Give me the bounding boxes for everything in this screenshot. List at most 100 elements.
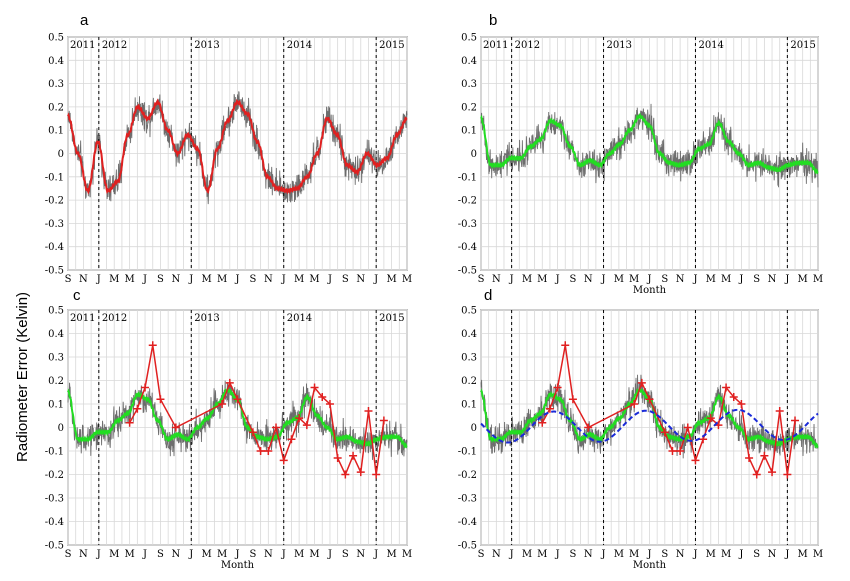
y-tick-label: -0.5 xyxy=(458,266,477,277)
x-month-label: S xyxy=(569,274,576,285)
data-point-marker xyxy=(752,470,761,479)
x-month-label: S xyxy=(249,549,256,560)
data-point-marker xyxy=(349,451,358,460)
x-month-label: M xyxy=(706,549,716,560)
x-month-label: S xyxy=(65,549,72,560)
data-point-marker xyxy=(279,456,288,465)
x-month-label: M xyxy=(706,274,716,285)
y-tick-label: -0.2 xyxy=(458,196,477,207)
x-month-label: M xyxy=(537,274,547,285)
data-point-marker xyxy=(372,470,381,479)
y-tick-label: 0.5 xyxy=(461,306,477,317)
data-point-marker xyxy=(775,407,784,416)
x-month-label: M xyxy=(109,274,119,285)
x-month-label: S xyxy=(661,549,668,560)
year-label: 2014 xyxy=(698,40,723,51)
year-label: 2013 xyxy=(194,40,219,51)
x-month-label: S xyxy=(342,274,349,285)
year-label: 2015 xyxy=(379,40,404,51)
x-month-label: M xyxy=(386,274,396,285)
year-label: 2015 xyxy=(790,40,815,51)
x-month-label: S xyxy=(249,274,256,285)
x-month-label: N xyxy=(264,274,273,285)
y-tick-label: -0.3 xyxy=(45,494,64,505)
x-month-label: M xyxy=(402,549,412,560)
y-tick-label: 0 xyxy=(471,149,477,160)
y-tick-label: 0.1 xyxy=(461,126,477,137)
x-month-label: M xyxy=(294,549,304,560)
data-point-marker xyxy=(791,416,800,425)
y-tick-label: -0.1 xyxy=(45,447,64,458)
y-tick-label: -0.3 xyxy=(458,219,477,230)
x-month-label: M xyxy=(402,274,412,285)
data-point-marker xyxy=(233,395,242,404)
year-label: 2011 xyxy=(483,40,508,51)
x-month-label: M xyxy=(614,274,624,285)
x-month-label: J xyxy=(96,274,101,285)
figure-ylabel: Radiometer Error (Kelvin) xyxy=(14,292,31,462)
x-month-label: J xyxy=(784,274,789,285)
data-point-marker xyxy=(156,395,165,404)
data-point-marker xyxy=(630,400,639,408)
y-tick-label: 0.5 xyxy=(48,306,64,317)
panel-letter: b xyxy=(489,12,497,29)
y-tick-label: 0.2 xyxy=(48,376,64,387)
x-month-label: S xyxy=(157,549,164,560)
x-month-label: N xyxy=(768,274,777,285)
x-month-label: N xyxy=(492,274,501,285)
data-point-marker xyxy=(310,383,319,392)
y-tick-label: -0.3 xyxy=(458,494,477,505)
y-tick-label: 0.4 xyxy=(48,56,64,67)
x-month-label: S xyxy=(65,274,72,285)
x-month-label: M xyxy=(309,549,319,560)
y-tick-label: -0.5 xyxy=(45,541,64,552)
x-month-label: S xyxy=(342,549,349,560)
x-month-label: J xyxy=(646,274,651,285)
y-tick-label: 0.2 xyxy=(461,102,477,113)
raw-data-band xyxy=(67,380,408,460)
x-month-label: M xyxy=(813,549,823,560)
data-point-marker xyxy=(379,416,388,425)
panel-letter: c xyxy=(73,287,81,304)
x-month-label: J xyxy=(509,274,514,285)
y-tick-label: -0.4 xyxy=(458,242,477,253)
y-tick-label: 0.3 xyxy=(461,353,477,364)
data-point-marker xyxy=(760,451,769,460)
data-point-marker xyxy=(248,428,257,437)
x-month-label: J xyxy=(692,274,697,285)
data-point-marker xyxy=(645,395,654,404)
data-point-marker xyxy=(737,400,746,408)
x-month-label: J xyxy=(142,549,147,560)
x-month-label: M xyxy=(217,549,227,560)
y-tick-label: 0 xyxy=(58,149,64,160)
data-point-marker xyxy=(133,404,142,413)
x-month-label: M xyxy=(202,274,212,285)
x-month-label: N xyxy=(584,549,593,560)
x-month-label: J xyxy=(738,549,743,560)
data-point-marker xyxy=(745,454,754,463)
x-month-label: N xyxy=(676,274,685,285)
year-label: 2015 xyxy=(379,313,404,324)
data-point-marker xyxy=(768,468,777,477)
x-month-label: M xyxy=(202,549,212,560)
x-month-label: J xyxy=(692,549,697,560)
y-tick-label: 0.4 xyxy=(48,329,64,340)
data-point-marker xyxy=(333,454,342,463)
x-month-label: N xyxy=(768,549,777,560)
x-month-label: J xyxy=(601,274,606,285)
year-label: 2012 xyxy=(515,40,540,51)
data-point-marker xyxy=(364,407,373,416)
x-month-label: N xyxy=(584,274,593,285)
y-tick-label: -0.5 xyxy=(458,541,477,552)
x-month-label: S xyxy=(661,274,668,285)
x-month-label: N xyxy=(676,549,685,560)
x-month-label: N xyxy=(79,274,88,285)
x-month-label: M xyxy=(309,274,319,285)
data-point-marker xyxy=(676,447,685,455)
data-point-marker xyxy=(225,378,234,387)
data-point-marker xyxy=(783,470,792,479)
x-month-label: N xyxy=(79,549,88,560)
x-month-label: M xyxy=(125,274,135,285)
x-month-label: J xyxy=(234,549,239,560)
y-tick-label: -0.5 xyxy=(45,266,64,277)
